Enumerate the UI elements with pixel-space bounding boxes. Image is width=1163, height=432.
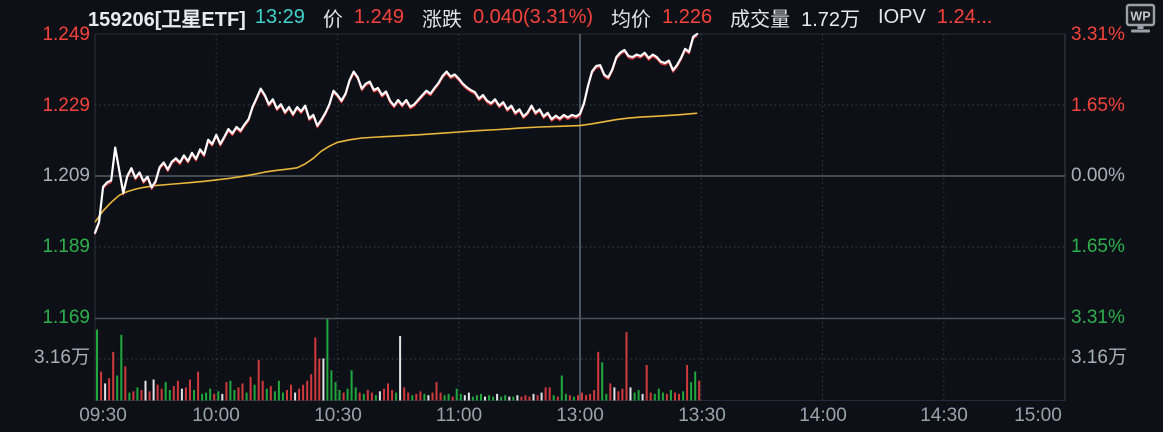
time-tick-1400: 14:00 xyxy=(799,405,847,426)
wp-watermark-monitor-icon: WP xyxy=(1125,3,1157,41)
time-tick-1000: 10:00 xyxy=(192,405,240,426)
pct-tick-up1: 1.65% xyxy=(1071,95,1125,116)
time-tick-1030: 10:30 xyxy=(314,405,362,426)
price-value: 1.249 xyxy=(353,5,404,28)
time-tick-1430: 14:30 xyxy=(920,405,968,426)
volume-tick-left: 3.16万 xyxy=(34,347,90,368)
change-value: 0.040(3.31%) xyxy=(472,5,594,28)
volume-tick-right: 3.16万 xyxy=(1071,347,1127,368)
stock-code-name: 159206[卫星ETF] xyxy=(88,8,246,31)
time-tick-1100: 11:00 xyxy=(435,405,483,426)
time-tick-0930: 09:30 xyxy=(79,405,127,426)
price-tick-prevclose: 1.209 xyxy=(42,165,90,186)
turnover-value: 1.72万 xyxy=(801,8,861,31)
iopv-label: IOPV xyxy=(878,5,926,28)
change-label: 涨跌 xyxy=(421,8,462,31)
time-tick-1330: 13:30 xyxy=(678,405,726,426)
price-label: 价 xyxy=(322,8,343,31)
iopv-value: 1.24... xyxy=(936,5,993,28)
price-tick-high: 1.249 xyxy=(42,24,90,45)
time-tick-1500: 15:00 xyxy=(1014,405,1062,426)
quote-time: 13:29 xyxy=(254,5,305,28)
quote-header: 159206[卫星ETF] 13:29 价 1.249 涨跌 0.040(3.3… xyxy=(88,2,1010,32)
price-tick-up1: 1.229 xyxy=(42,95,90,116)
avg-price-value: 1.226 xyxy=(662,5,713,28)
pct-tick-down1: 1.65% xyxy=(1071,236,1125,257)
pct-tick-zero: 0.00% xyxy=(1071,165,1125,186)
time-tick-1300: 13:00 xyxy=(556,405,604,426)
price-tick-low: 1.169 xyxy=(42,307,90,328)
pct-tick-low: 3.31% xyxy=(1071,307,1125,328)
wp-logo-text: WP xyxy=(1130,10,1150,24)
price-tick-down1: 1.189 xyxy=(42,236,90,257)
turnover-label: 成交量 xyxy=(730,8,791,31)
pct-tick-high: 3.31% xyxy=(1071,24,1125,45)
avg-price-label: 均价 xyxy=(611,8,652,31)
